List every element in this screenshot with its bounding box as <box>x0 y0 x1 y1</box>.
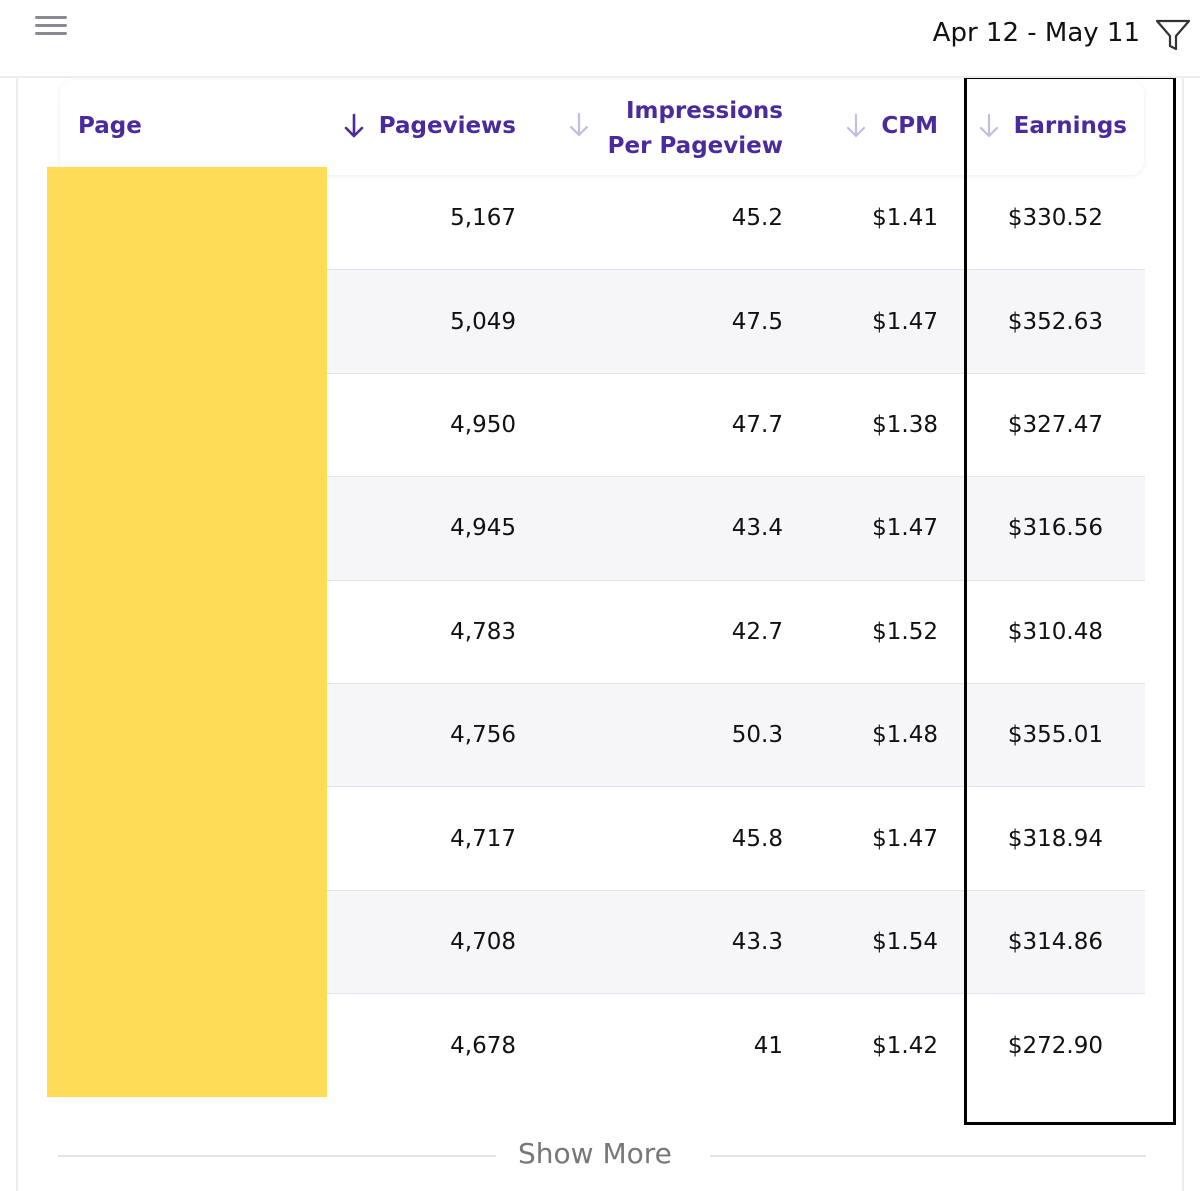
table-row[interactable]: 5,167 45.2 $1.41 $330.52 <box>47 167 1145 271</box>
cell-pageviews: 4,678 <box>450 1032 516 1059</box>
cell-pageviews: 4,783 <box>450 618 516 645</box>
cell-pageviews: 4,708 <box>450 928 516 955</box>
cell-impressions-per-pageview: 43.3 <box>731 928 783 955</box>
cell-cpm: $1.54 <box>872 928 938 955</box>
column-header-page[interactable]: Page <box>78 113 142 139</box>
column-header-impressions-per-pageview[interactable]: Impressions Per Pageview <box>568 94 783 164</box>
column-header-pageviews[interactable]: Pageviews <box>343 113 516 139</box>
cell-cpm: $1.47 <box>872 308 938 335</box>
cell-impressions-per-pageview: 45.8 <box>731 825 783 852</box>
cell-cpm: $1.48 <box>872 722 938 749</box>
cell-earnings: $272.90 <box>1007 1032 1103 1059</box>
cell-cpm: $1.38 <box>872 411 938 438</box>
cell-pageviews: 4,756 <box>450 722 516 749</box>
cell-cpm: $1.47 <box>872 825 938 852</box>
column-header-cpm-label: CPM <box>881 113 938 139</box>
sort-down-arrow-icon <box>979 113 998 138</box>
column-header-cpm[interactable]: CPM <box>845 113 938 139</box>
sort-down-arrow-icon <box>344 113 364 138</box>
cell-impressions-per-pageview: 45.2 <box>731 205 783 232</box>
column-header-pageviews-label: Pageviews <box>378 113 516 139</box>
cell-impressions-per-pageview: 47.5 <box>731 308 783 335</box>
cell-pageviews: 5,167 <box>450 205 516 232</box>
cell-cpm: $1.41 <box>872 205 938 232</box>
cell-earnings: $318.94 <box>1007 825 1103 852</box>
page-column-redaction <box>47 167 327 1097</box>
cell-earnings: $355.01 <box>1007 722 1103 749</box>
table-header <box>60 80 1144 175</box>
table-row[interactable]: 4,950 47.7 $1.38 $327.47 <box>47 374 1145 478</box>
cell-earnings: $330.52 <box>1007 205 1103 232</box>
cell-impressions-per-pageview: 47.7 <box>731 411 783 438</box>
cell-earnings: $310.48 <box>1007 618 1103 645</box>
cell-cpm: $1.47 <box>872 515 938 542</box>
cell-earnings: $314.86 <box>1007 928 1103 955</box>
column-header-ipp-line1: Impressions <box>625 98 783 124</box>
column-header-ipp-line2: Per Pageview <box>607 133 783 159</box>
cell-impressions-per-pageview: 41 <box>753 1032 783 1059</box>
column-header-page-label: Page <box>78 113 142 139</box>
cell-cpm: $1.42 <box>872 1032 938 1059</box>
column-header-earnings-label: Earnings <box>1013 113 1127 139</box>
cell-pageviews: 4,950 <box>450 411 516 438</box>
cell-cpm: $1.52 <box>872 618 938 645</box>
cell-impressions-per-pageview: 50.3 <box>731 722 783 749</box>
date-range-label[interactable]: Apr 12 - May 11 <box>932 18 1140 48</box>
cell-pageviews: 4,717 <box>450 825 516 852</box>
cell-pageviews: 5,049 <box>450 308 516 335</box>
cell-earnings: $316.56 <box>1007 515 1103 542</box>
show-more-section: Show More <box>58 1135 1146 1179</box>
table-row[interactable]: 4,717 45.8 $1.47 $318.94 <box>47 787 1145 891</box>
divider-line <box>710 1155 1146 1157</box>
sort-down-arrow-icon <box>569 112 588 137</box>
cell-impressions-per-pageview: 42.7 <box>731 618 783 645</box>
hamburger-menu-icon[interactable] <box>35 14 69 40</box>
show-more-button[interactable]: Show More <box>518 1137 672 1170</box>
cell-impressions-per-pageview: 43.4 <box>731 515 783 542</box>
table-row[interactable]: 4,678 41 $1.42 $272.90 <box>47 994 1145 1097</box>
cell-earnings: $327.47 <box>1007 411 1103 438</box>
cell-pageviews: 4,945 <box>450 515 516 542</box>
cell-earnings: $352.63 <box>1007 308 1103 335</box>
divider-line <box>58 1155 496 1157</box>
column-header-earnings[interactable]: Earnings <box>978 113 1127 139</box>
sort-down-arrow-icon <box>847 113 866 138</box>
table-row[interactable]: 4,783 42.7 $1.52 $310.48 <box>47 581 1145 684</box>
top-bar: Apr 12 - May 11 <box>0 0 1200 78</box>
filter-funnel-icon[interactable] <box>1154 16 1192 54</box>
